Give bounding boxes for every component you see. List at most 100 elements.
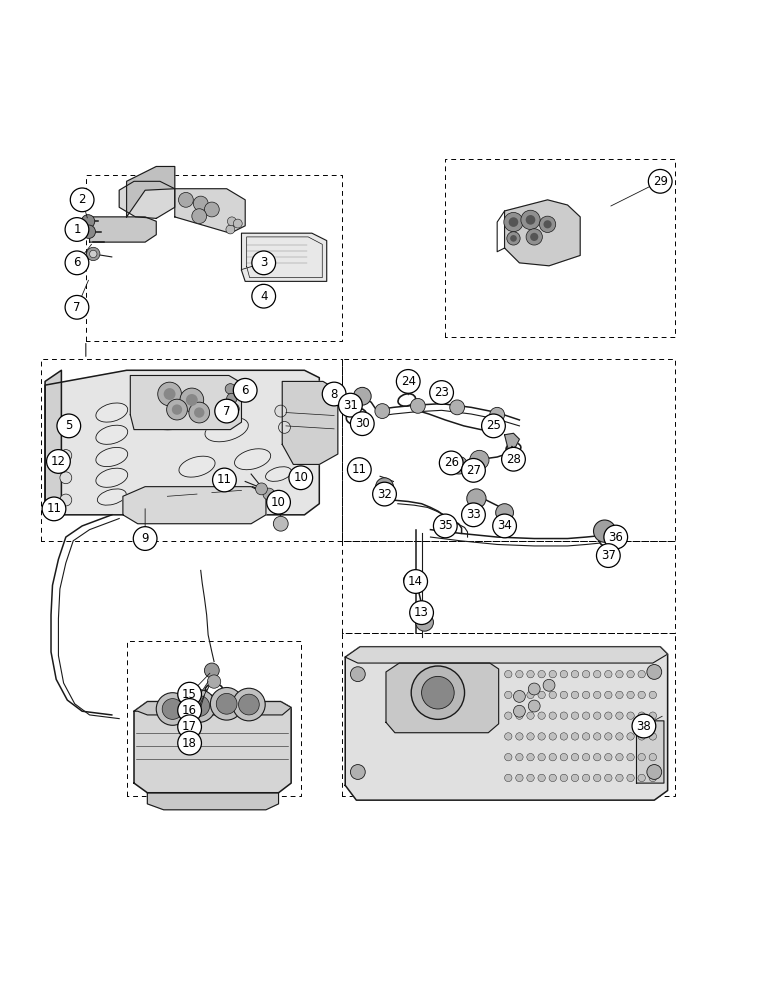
Circle shape bbox=[627, 774, 635, 782]
Polygon shape bbox=[345, 647, 668, 663]
Circle shape bbox=[627, 753, 635, 761]
Text: 11: 11 bbox=[217, 473, 232, 486]
Circle shape bbox=[560, 774, 567, 782]
Polygon shape bbox=[90, 217, 156, 242]
Polygon shape bbox=[283, 381, 338, 464]
Circle shape bbox=[582, 712, 590, 719]
Circle shape bbox=[638, 712, 645, 719]
Circle shape bbox=[521, 210, 540, 229]
Circle shape bbox=[433, 514, 457, 538]
Circle shape bbox=[81, 215, 95, 228]
Circle shape bbox=[516, 774, 523, 782]
Circle shape bbox=[604, 753, 612, 761]
Circle shape bbox=[649, 670, 656, 678]
Circle shape bbox=[505, 774, 512, 782]
Circle shape bbox=[86, 247, 100, 261]
Circle shape bbox=[638, 670, 645, 678]
Text: 5: 5 bbox=[65, 419, 73, 432]
Circle shape bbox=[273, 516, 288, 531]
Circle shape bbox=[178, 699, 201, 722]
Text: 15: 15 bbox=[182, 688, 197, 701]
Circle shape bbox=[252, 251, 276, 275]
Circle shape bbox=[510, 235, 516, 242]
Circle shape bbox=[616, 712, 623, 719]
Circle shape bbox=[82, 225, 96, 238]
Circle shape bbox=[594, 712, 601, 719]
Circle shape bbox=[516, 712, 523, 719]
Circle shape bbox=[505, 712, 512, 719]
Polygon shape bbox=[505, 433, 520, 450]
Circle shape bbox=[375, 404, 390, 418]
Circle shape bbox=[526, 229, 543, 245]
Circle shape bbox=[582, 774, 590, 782]
Circle shape bbox=[189, 402, 210, 423]
Polygon shape bbox=[134, 702, 291, 715]
Polygon shape bbox=[345, 647, 668, 800]
Circle shape bbox=[65, 218, 89, 241]
Circle shape bbox=[411, 666, 465, 719]
Text: 34: 34 bbox=[497, 519, 512, 532]
Circle shape bbox=[256, 483, 267, 495]
Text: 33: 33 bbox=[466, 508, 481, 521]
Circle shape bbox=[439, 451, 463, 475]
Text: 24: 24 bbox=[401, 375, 416, 388]
Circle shape bbox=[275, 405, 286, 417]
Polygon shape bbox=[174, 189, 245, 233]
Circle shape bbox=[509, 217, 518, 227]
Ellipse shape bbox=[205, 684, 223, 696]
Circle shape bbox=[616, 733, 623, 740]
Circle shape bbox=[594, 733, 601, 740]
Ellipse shape bbox=[96, 425, 127, 444]
Circle shape bbox=[60, 472, 72, 484]
Text: 9: 9 bbox=[141, 532, 149, 545]
Circle shape bbox=[233, 219, 242, 228]
Circle shape bbox=[350, 667, 365, 682]
Circle shape bbox=[527, 691, 534, 699]
Circle shape bbox=[604, 691, 612, 699]
Text: 17: 17 bbox=[182, 720, 197, 733]
Circle shape bbox=[162, 699, 183, 719]
Circle shape bbox=[339, 393, 362, 417]
Circle shape bbox=[538, 691, 545, 699]
Circle shape bbox=[649, 753, 656, 761]
Polygon shape bbox=[119, 181, 174, 218]
Circle shape bbox=[560, 691, 567, 699]
Circle shape bbox=[178, 682, 201, 706]
Circle shape bbox=[594, 753, 601, 761]
Circle shape bbox=[450, 456, 468, 474]
Circle shape bbox=[528, 700, 540, 712]
Ellipse shape bbox=[96, 468, 127, 487]
Circle shape bbox=[482, 414, 506, 438]
Circle shape bbox=[233, 378, 257, 402]
Text: 6: 6 bbox=[73, 256, 81, 269]
Circle shape bbox=[469, 450, 489, 470]
Circle shape bbox=[396, 370, 420, 393]
Circle shape bbox=[347, 458, 371, 481]
Circle shape bbox=[430, 381, 453, 404]
Circle shape bbox=[208, 675, 221, 688]
Circle shape bbox=[604, 525, 628, 549]
Ellipse shape bbox=[599, 535, 618, 547]
Ellipse shape bbox=[154, 407, 195, 430]
Ellipse shape bbox=[96, 403, 127, 422]
Circle shape bbox=[649, 691, 656, 699]
Circle shape bbox=[462, 503, 486, 527]
Circle shape bbox=[504, 212, 523, 232]
Ellipse shape bbox=[347, 408, 367, 424]
Polygon shape bbox=[134, 702, 291, 793]
Circle shape bbox=[527, 670, 534, 678]
Circle shape bbox=[467, 489, 486, 508]
Circle shape bbox=[450, 400, 465, 415]
Circle shape bbox=[183, 690, 215, 722]
Circle shape bbox=[560, 733, 567, 740]
Circle shape bbox=[632, 714, 655, 738]
Circle shape bbox=[538, 670, 545, 678]
Circle shape bbox=[215, 399, 239, 423]
Circle shape bbox=[516, 691, 523, 699]
Circle shape bbox=[549, 670, 557, 678]
Circle shape bbox=[252, 284, 276, 308]
Circle shape bbox=[638, 753, 645, 761]
Circle shape bbox=[571, 712, 579, 719]
Text: 27: 27 bbox=[466, 464, 481, 477]
Circle shape bbox=[167, 399, 188, 420]
